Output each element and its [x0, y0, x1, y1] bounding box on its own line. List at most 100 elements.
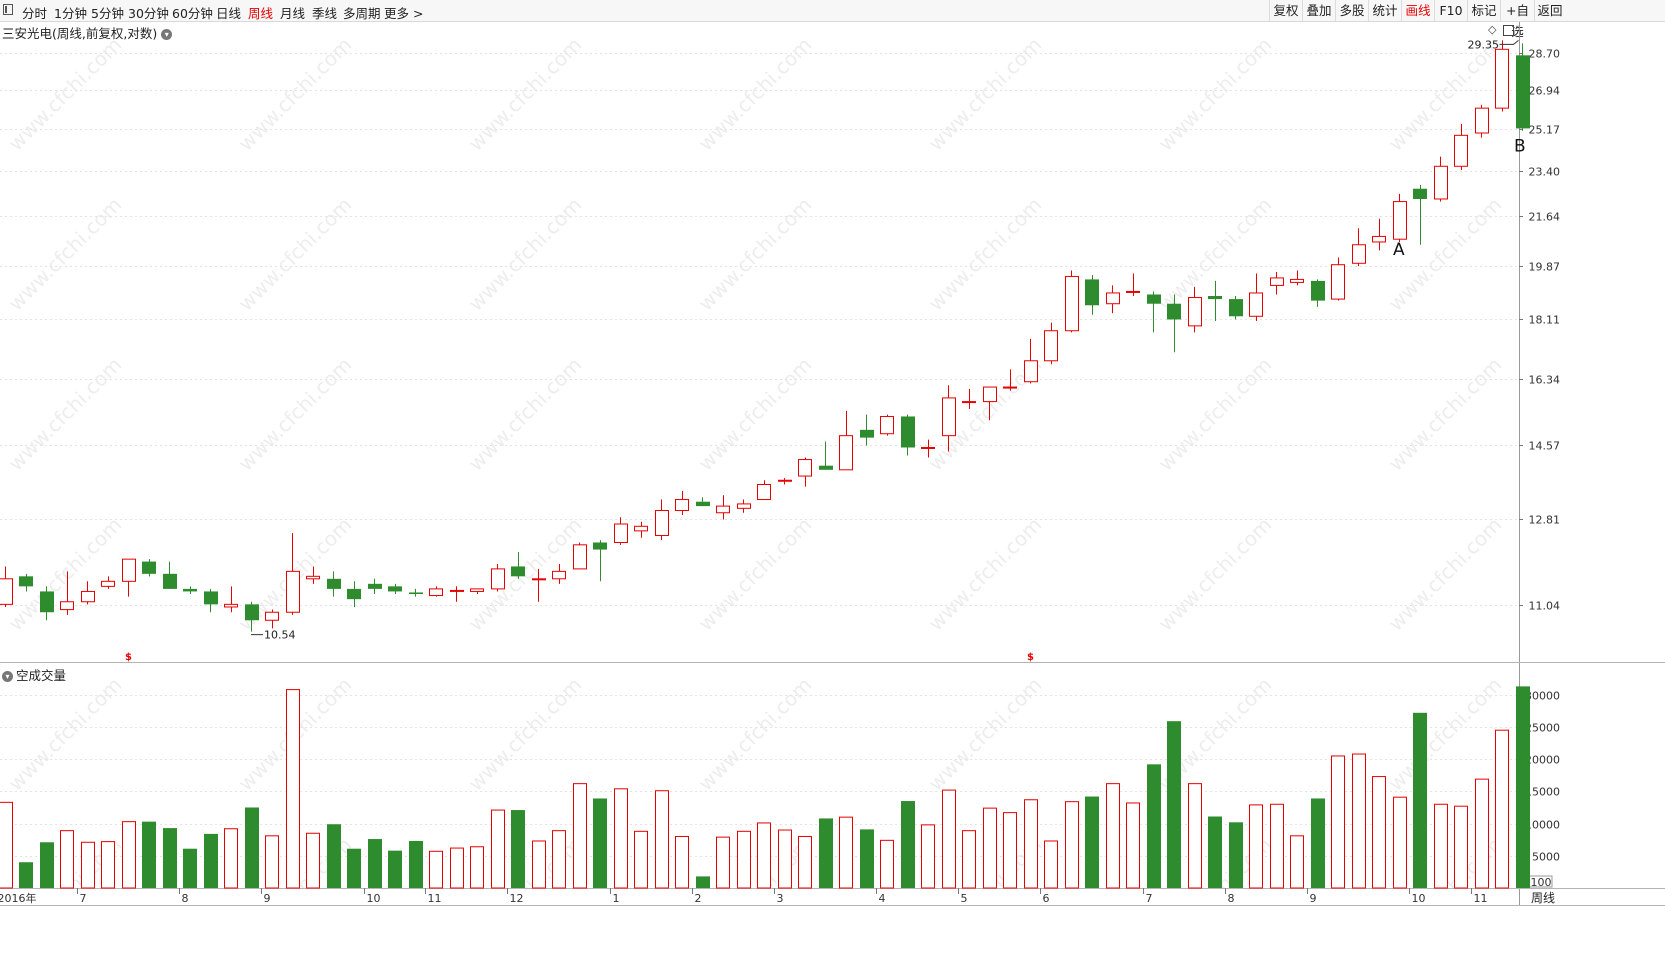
volume-bar-up: [942, 789, 956, 889]
candle-body-up: [655, 510, 669, 536]
chevron-right-icon: >: [409, 6, 424, 21]
volume-bar-up: [1495, 729, 1509, 889]
event-marker-icon: $: [125, 652, 132, 663]
volume-bar-up: [1475, 778, 1489, 889]
volume-bar-up: [470, 846, 484, 889]
point-b-label: B: [1514, 136, 1526, 156]
candle-body-down: [1311, 280, 1325, 301]
tab-intraday[interactable]: 分时: [22, 6, 48, 21]
date-tick-label: 8: [182, 892, 189, 905]
candle-body-up: [1270, 277, 1284, 286]
tab-1min[interactable]: 1分钟: [54, 6, 87, 21]
volume-bar-up: [429, 850, 443, 889]
price-tick-label: 23.40: [1529, 166, 1561, 179]
candle-body-up: [1331, 264, 1345, 300]
tab-monthly[interactable]: 月线: [280, 6, 306, 21]
volume-bar-up: [983, 807, 997, 889]
tab-daily[interactable]: 日线: [216, 6, 242, 21]
volume-bar-up: [921, 824, 935, 889]
tab-30min[interactable]: 30分钟: [128, 6, 169, 21]
candle-body-up: [1352, 244, 1366, 264]
candle-body-up: [286, 570, 300, 613]
candle-body-down: [1208, 296, 1222, 300]
candle-body-up: [778, 479, 792, 482]
volume-bar-up: [839, 816, 853, 889]
price-tick-label: 19.87: [1529, 261, 1561, 274]
chevron-down-icon[interactable]: ▾: [2, 671, 13, 682]
draw-line-button[interactable]: 画线: [1401, 0, 1434, 21]
volume-layer: [0, 686, 1530, 889]
price-tick-label: 12.81: [1529, 514, 1561, 527]
candle-body-up: [224, 603, 238, 608]
overlay-button[interactable]: 叠加: [1302, 0, 1335, 21]
candle-body-up: [675, 499, 689, 512]
volume-bar-up: [1331, 755, 1345, 889]
chevron-down-icon[interactable]: ▾: [161, 29, 173, 40]
diamond-icon[interactable]: ◇: [1488, 23, 1497, 36]
candle-body-up: [1454, 134, 1468, 167]
candle-body-up: [532, 578, 546, 581]
candle-body-down: [183, 588, 197, 592]
candle-body-up: [942, 397, 956, 437]
volume-bar-up: [1003, 812, 1017, 889]
candle-body-up: [429, 588, 443, 597]
date-tick-label: 9: [1310, 892, 1317, 905]
tab-weekly[interactable]: 周线: [248, 6, 274, 21]
candle-body-up: [983, 386, 997, 403]
candle-body-down: [901, 416, 915, 448]
candle-body-up: [552, 570, 566, 580]
volume-bar-down: [1229, 822, 1243, 888]
date-tick-label: 6: [1043, 892, 1050, 905]
price-tick-label: 28.70: [1529, 48, 1561, 61]
candle-body-up: [962, 401, 976, 404]
multi-stock-button[interactable]: 多股: [1335, 0, 1368, 21]
volume-bar-up: [675, 835, 689, 889]
add-watchlist-button[interactable]: +自选: [1500, 0, 1534, 39]
volume-bar-up: [757, 822, 771, 889]
volume-bar-down: [368, 839, 382, 888]
tab-more[interactable]: 更多 >: [384, 3, 423, 22]
candle-body-up: [265, 611, 279, 621]
tab-multi-period[interactable]: 多周期: [343, 6, 381, 21]
volume-bar-down: [347, 848, 361, 888]
volume-bar-up: [1044, 840, 1058, 889]
adjust-button[interactable]: 复权: [1269, 0, 1302, 21]
volume-bar-down: [860, 829, 874, 888]
candle-body-up: [1495, 48, 1509, 109]
candle-body-down: [142, 561, 156, 574]
point-a-label: A: [1393, 240, 1405, 260]
volume-bar-up: [101, 841, 115, 889]
volume-bar-up: [122, 821, 136, 889]
date-tick-label: 9: [264, 892, 271, 905]
price-tick-label: 25.17: [1529, 124, 1561, 137]
date-tick-label: 10: [367, 892, 381, 905]
volume-tick-label: 25000: [1525, 722, 1560, 735]
volume-bar-up: [614, 788, 628, 889]
statistics-button[interactable]: 统计: [1368, 0, 1401, 21]
price-tick-label: 18.11: [1529, 314, 1561, 327]
candle-body-up: [634, 525, 648, 532]
volume-bar-up: [306, 832, 320, 889]
f10-button[interactable]: F10: [1434, 0, 1467, 21]
volume-bar-up: [81, 841, 95, 889]
candle-body-down: [347, 588, 361, 600]
candle-body-down: [327, 578, 341, 589]
volume-unit-label: X100: [1523, 876, 1552, 889]
tab-60min[interactable]: 60分钟: [172, 6, 213, 21]
tab-quarterly[interactable]: 季线: [312, 6, 338, 21]
panel-toggle-icon[interactable]: [1502, 24, 1514, 36]
mark-button[interactable]: 标记: [1467, 0, 1500, 21]
volume-bar-up: [1393, 796, 1407, 889]
back-button[interactable]: 返回: [1534, 0, 1565, 21]
volume-bar-up: [962, 830, 976, 889]
volume-bar-down: [183, 848, 197, 888]
tab-5min[interactable]: 5分钟: [91, 6, 124, 21]
chart-corner-icons: ◇: [1488, 23, 1514, 36]
candle-body-down: [1413, 188, 1427, 199]
high-price-label: 29.35: [1468, 38, 1500, 51]
volume-tick-label: 20000: [1525, 754, 1560, 767]
window-layout-icon[interactable]: [3, 4, 13, 15]
volume-bar-down: [511, 810, 525, 888]
volume-bar-up: [552, 830, 566, 889]
